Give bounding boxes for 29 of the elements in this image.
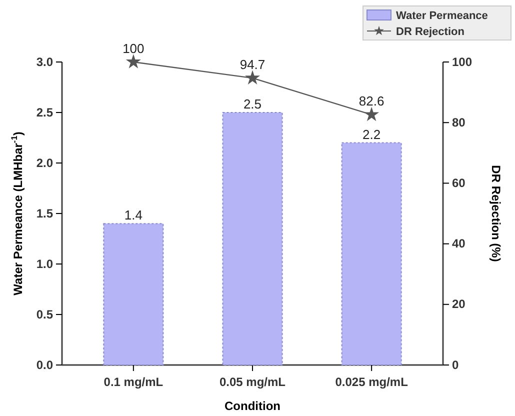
y2-tick-label: 40 bbox=[452, 236, 466, 251]
text: 2.5 bbox=[36, 105, 53, 120]
legend-label: DR Rejection bbox=[396, 26, 465, 38]
text: 3.0 bbox=[36, 54, 53, 69]
data-label: 2.5 bbox=[243, 96, 262, 112]
data-label: 2.2 bbox=[362, 126, 381, 142]
data-label: 100 bbox=[122, 41, 144, 56]
y2-tick-label: 0 bbox=[452, 358, 459, 372]
y2-tick-label: 80 bbox=[452, 115, 466, 130]
data-label: 82.6 bbox=[358, 94, 384, 109]
point bbox=[244, 70, 260, 84]
y2-tick-label: 60 bbox=[452, 176, 466, 190]
point bbox=[364, 106, 380, 122]
y2-axis-title: DR Rejection (%) bbox=[489, 165, 503, 262]
text: 1.0 bbox=[36, 256, 53, 271]
x-tick-label: 0.1 mg/mL bbox=[104, 375, 164, 389]
text: 0.0 bbox=[36, 358, 53, 372]
y2-tick-label: 20 bbox=[452, 297, 466, 312]
point bbox=[126, 54, 141, 68]
x-axis-title: Condition bbox=[224, 399, 280, 413]
x-tick-label: 0.025 mg/mL bbox=[335, 375, 408, 389]
legend-label: Water Permeance bbox=[396, 10, 488, 22]
data-label: 1.4 bbox=[124, 208, 142, 223]
data-label: 94.7 bbox=[240, 57, 266, 72]
y2-tick-label: 100 bbox=[452, 54, 472, 69]
text: 0.5 bbox=[36, 307, 53, 322]
text: 2.0 bbox=[36, 156, 53, 170]
text: 1.5 bbox=[36, 206, 53, 220]
x-tick-label: 0.05 mg/mL bbox=[219, 375, 286, 389]
